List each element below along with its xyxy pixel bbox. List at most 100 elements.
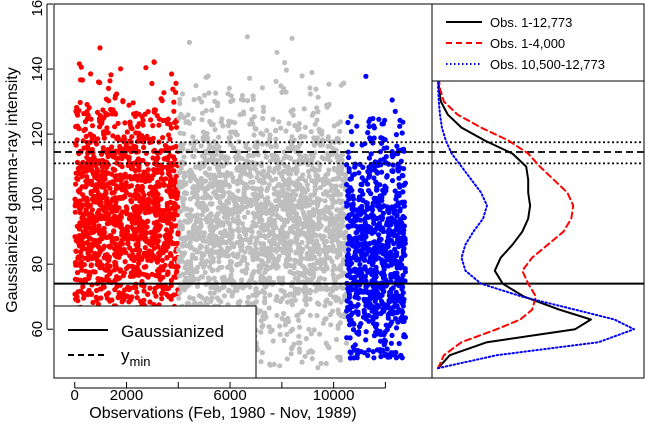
scatter-point bbox=[97, 80, 103, 86]
scatter-point bbox=[365, 248, 371, 254]
scatter-point bbox=[294, 165, 300, 172]
scatter-point bbox=[399, 318, 406, 324]
scatter-point bbox=[293, 239, 299, 245]
scatter-point bbox=[379, 215, 386, 221]
scatter-point bbox=[199, 117, 205, 123]
scatter-point bbox=[78, 249, 84, 255]
scatter-point bbox=[314, 135, 320, 141]
scatter-point bbox=[254, 203, 260, 209]
scatter-point bbox=[333, 191, 339, 198]
scatter-point bbox=[356, 272, 362, 278]
scatter-point bbox=[177, 184, 183, 190]
scatter-point bbox=[356, 242, 362, 248]
scatter-point bbox=[181, 190, 187, 196]
scatter-point bbox=[291, 265, 297, 271]
scatter-point bbox=[358, 289, 364, 295]
scatter-point bbox=[74, 175, 80, 181]
scatter-point bbox=[283, 67, 289, 73]
legend-ymin-label: ymin bbox=[121, 346, 150, 369]
scatter-point bbox=[219, 154, 225, 160]
scatter-point bbox=[285, 164, 291, 170]
scatter-point bbox=[249, 106, 255, 112]
scatter-point bbox=[393, 196, 399, 202]
scatter-point bbox=[178, 111, 184, 117]
scatter-point bbox=[141, 271, 147, 277]
scatter-point bbox=[374, 270, 380, 276]
scatter-point bbox=[135, 256, 141, 262]
scatter-point bbox=[400, 272, 406, 278]
scatter-point bbox=[157, 277, 163, 283]
scatter-point bbox=[401, 182, 407, 188]
scatter-point bbox=[208, 175, 214, 181]
scatter-point bbox=[100, 277, 106, 283]
scatter-point bbox=[250, 223, 256, 229]
scatter-point bbox=[256, 269, 262, 275]
scatter-point bbox=[149, 249, 155, 255]
scatter-point bbox=[208, 217, 214, 223]
scatter-point bbox=[175, 231, 181, 237]
scatter-point bbox=[199, 252, 205, 258]
scatter-point bbox=[72, 209, 78, 215]
scatter-point bbox=[282, 153, 289, 159]
scatter-point bbox=[401, 203, 407, 209]
scatter-point bbox=[83, 207, 89, 213]
scatter-point bbox=[101, 135, 107, 141]
scatter-point bbox=[96, 116, 103, 122]
scatter-point bbox=[190, 153, 196, 159]
scatter-point bbox=[337, 119, 344, 125]
scatter-point bbox=[165, 285, 171, 292]
scatter-point bbox=[103, 267, 109, 273]
scatter-point bbox=[274, 203, 281, 209]
scatter-point bbox=[107, 298, 113, 304]
scatter-point bbox=[309, 356, 315, 362]
scatter-point bbox=[136, 260, 142, 266]
scatter-point bbox=[354, 355, 360, 361]
scatter-point bbox=[193, 83, 199, 89]
scatter-point bbox=[295, 312, 301, 318]
scatter-point bbox=[394, 143, 400, 149]
scatter-point bbox=[181, 154, 187, 160]
scatter-point bbox=[398, 255, 405, 261]
scatter-point bbox=[289, 344, 295, 350]
scatter-point bbox=[316, 215, 322, 221]
scatter-point bbox=[74, 137, 80, 143]
scatter-point bbox=[240, 285, 246, 291]
scatter-point bbox=[140, 122, 146, 128]
scatter-point bbox=[125, 237, 131, 243]
scatter-point bbox=[288, 351, 294, 357]
scatter-point bbox=[168, 277, 174, 283]
scatter-point bbox=[122, 136, 128, 142]
scatter-point bbox=[215, 146, 221, 153]
scatter-point bbox=[158, 96, 164, 102]
scatter-point bbox=[263, 284, 269, 290]
scatter-point bbox=[96, 239, 102, 245]
scatter-point bbox=[160, 267, 166, 273]
scatter-point bbox=[183, 275, 189, 281]
scatter-point bbox=[324, 225, 330, 231]
scatter-point bbox=[99, 264, 105, 270]
scatter-point bbox=[216, 286, 222, 292]
legend-ymin-main: y bbox=[121, 346, 130, 365]
scatter-point bbox=[393, 227, 399, 233]
scatter-point bbox=[75, 165, 81, 171]
scatter-point bbox=[250, 93, 256, 99]
scatter-point bbox=[259, 207, 265, 213]
scatter-point bbox=[307, 91, 313, 97]
scatter-point bbox=[275, 156, 281, 162]
scatter-point bbox=[397, 294, 403, 301]
scatter-point bbox=[366, 174, 372, 180]
scatter-point bbox=[216, 259, 222, 265]
scatter-point bbox=[359, 209, 365, 215]
scatter-point bbox=[360, 244, 367, 250]
scatter-point bbox=[385, 354, 391, 360]
scatter-point bbox=[98, 199, 104, 205]
scatter-point bbox=[395, 260, 401, 266]
scatter-point bbox=[94, 261, 100, 268]
scatter-point bbox=[253, 287, 259, 293]
scatter-point bbox=[164, 254, 170, 261]
scatter-point bbox=[162, 212, 168, 218]
scatter-point bbox=[365, 181, 371, 187]
scatter-point bbox=[254, 255, 260, 261]
scatter-point bbox=[261, 179, 267, 186]
scatter-point bbox=[307, 312, 313, 318]
